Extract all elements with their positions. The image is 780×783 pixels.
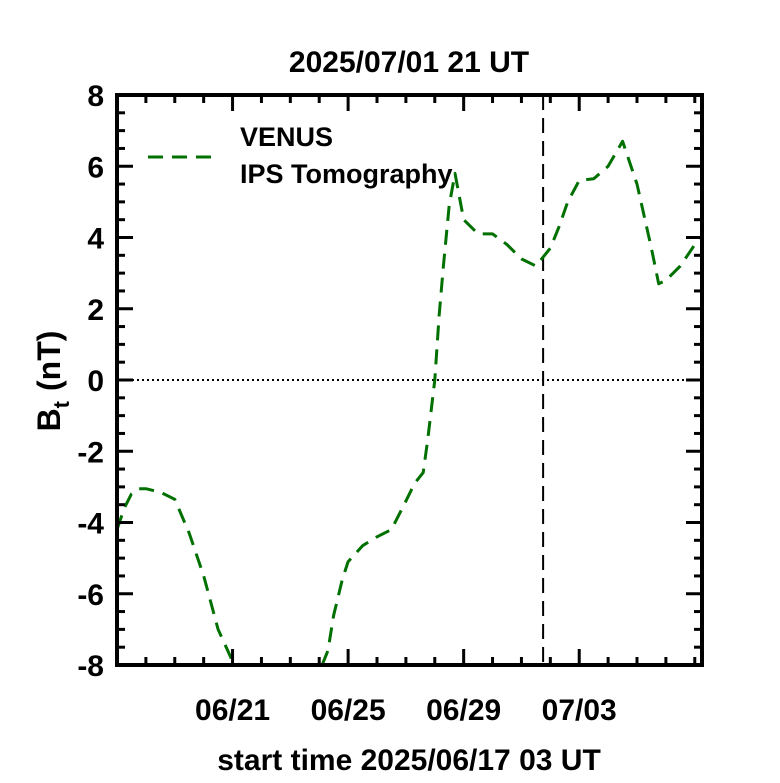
- x-tick-label: 06/25: [311, 694, 386, 727]
- y-tick-label: 4: [87, 223, 104, 256]
- y-tick-label: 6: [87, 151, 104, 184]
- plot-area: -8 -6 -4 -2 0 2 4 6 8 06/21 06/25 06/29 07/03: [77, 80, 704, 727]
- series-line-segment-1: [117, 487, 246, 665]
- x-axis-label: start time 2025/06/17 03 UT: [217, 744, 601, 777]
- legend-label-line1: VENUS: [240, 122, 333, 152]
- legend: VENUS IPS Tomography: [148, 122, 453, 189]
- series-line-segment-2: [320, 139, 702, 665]
- y-tick-label: -2: [77, 436, 104, 469]
- y-tick-label: 8: [87, 80, 104, 113]
- x-tick-label: 06/21: [195, 694, 270, 727]
- legend-label-line2: IPS Tomography: [240, 159, 453, 189]
- y-tick-label: -8: [77, 650, 104, 683]
- y-axis-label-main: B: [31, 408, 67, 431]
- y-tick-label: 2: [87, 294, 104, 327]
- x-tick-label: 06/29: [426, 694, 501, 727]
- x-tick-label: 07/03: [542, 694, 617, 727]
- y-axis-label-subscript: t: [49, 400, 74, 408]
- y-tick-label: -4: [77, 508, 104, 541]
- chart-title: 2025/07/01 21 UT: [289, 46, 529, 79]
- y-axis-label-unit: (nT): [31, 331, 67, 391]
- y-tick-label: -6: [77, 579, 104, 612]
- y-axis-label: Bt (nT): [31, 331, 74, 432]
- y-tick-label: 0: [87, 365, 104, 398]
